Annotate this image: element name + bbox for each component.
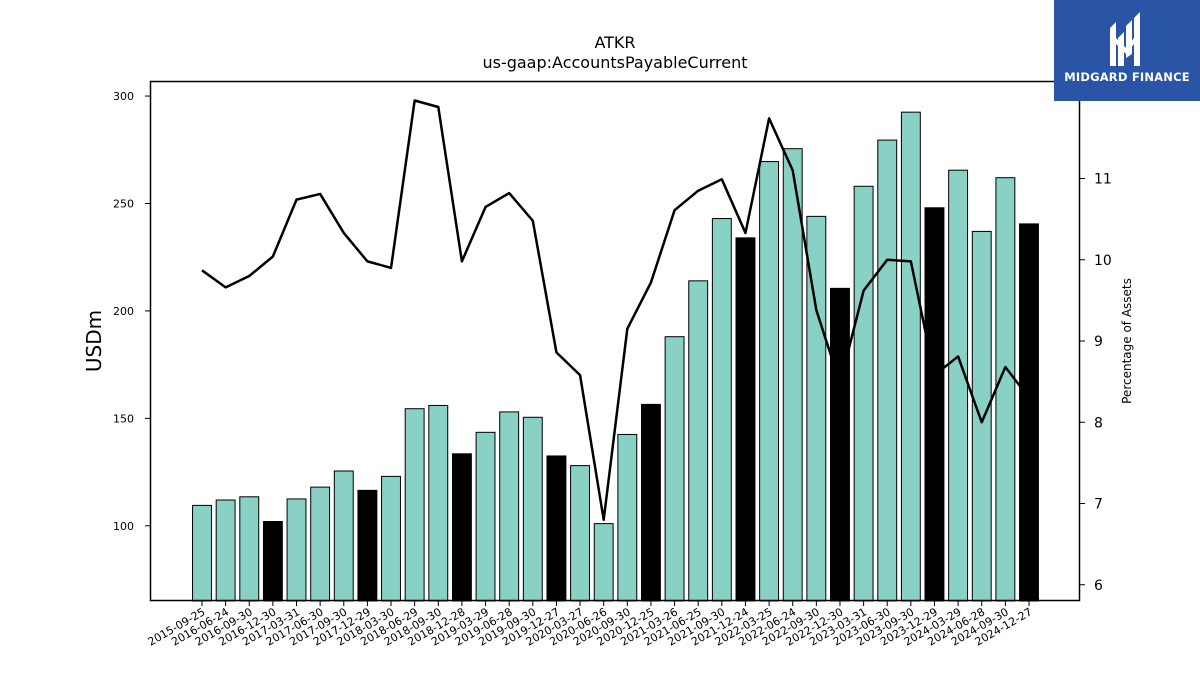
left-tick-label: 200 <box>113 305 134 318</box>
right-tick-label: 11 <box>1094 172 1112 188</box>
right-tick-label: 8 <box>1094 415 1103 431</box>
bar-2019-06-28 <box>499 411 520 602</box>
midgard-mark-icon <box>1110 12 1140 66</box>
bar-2021-03-26 <box>664 336 685 602</box>
bar-2018-06-29 <box>404 408 425 602</box>
bar-2021-12-24 <box>735 237 756 602</box>
bar-2024-06-28 <box>971 230 992 602</box>
brand-name: MIDGARD FINANCE <box>1064 70 1190 84</box>
right-tick-label: 10 <box>1094 253 1112 269</box>
bar-2016-09-30 <box>239 496 260 602</box>
bar-2021-09-30 <box>711 218 732 602</box>
line-series <box>201 99 1030 521</box>
left-tick-label: 100 <box>113 520 134 533</box>
x-axis: 2015-09-252016-06-242016-09-302016-12-30… <box>146 601 1035 649</box>
bar-2018-03-30 <box>381 475 401 602</box>
bar-2023-12-29 <box>924 207 945 602</box>
line-path <box>201 99 1030 521</box>
left-tick-label: 250 <box>113 197 134 210</box>
bar-2020-12-25 <box>640 403 661 602</box>
right-y-axis: 6 7 8 9 10 11 <box>1080 172 1112 594</box>
plot-frame <box>149 80 1081 602</box>
left-tick-label: 150 <box>113 412 134 425</box>
bar-2015-09-25 <box>192 504 212 602</box>
bar-2023-09-30 <box>900 111 921 602</box>
y-axis-label: USDm <box>82 310 106 372</box>
bar-2020-03-27 <box>570 465 591 602</box>
bar-2016-12-30 <box>262 521 283 602</box>
bar-2019-12-27 <box>546 455 567 602</box>
bar-2023-06-30 <box>877 139 898 602</box>
bar-2021-06-25 <box>688 280 709 602</box>
bar-2018-12-28 <box>451 453 472 602</box>
chart-title: ATKR <box>594 33 635 52</box>
bar-2017-06-30 <box>310 486 331 602</box>
brand-logo: MIDGARD FINANCE <box>1054 0 1200 101</box>
bar-2017-12-29 <box>357 489 378 602</box>
bar-2017-03-31 <box>286 498 307 602</box>
bar-2019-03-29 <box>475 431 496 602</box>
bar-2024-09-30 <box>995 177 1016 602</box>
bar-series <box>192 111 1039 602</box>
right-tick-label: 6 <box>1094 578 1103 594</box>
bar-2024-03-29 <box>948 169 969 602</box>
bar-2018-09-30 <box>428 404 449 602</box>
bar-2022-03-25 <box>759 161 780 602</box>
chart-subtitle: us-gaap:AccountsPayableCurrent <box>482 53 747 72</box>
bar-2017-09-30 <box>333 470 354 602</box>
bar-2019-09-30 <box>522 416 543 602</box>
bar-2020-06-26 <box>593 523 614 602</box>
bar-2020-09-30 <box>617 433 638 602</box>
y-axis-label-right: Percentage of Assets <box>1120 278 1134 404</box>
bar-2023-03-31 <box>853 185 874 602</box>
right-tick-label: 9 <box>1094 334 1103 350</box>
bar-2022-12-30 <box>830 287 850 602</box>
right-tick-label: 7 <box>1094 497 1103 513</box>
bar-2024-12-27 <box>1019 223 1039 602</box>
left-y-axis: 100 150 200 250 300 <box>113 90 150 533</box>
left-tick-label: 300 <box>113 90 134 103</box>
bar-2016-06-24 <box>215 499 236 602</box>
